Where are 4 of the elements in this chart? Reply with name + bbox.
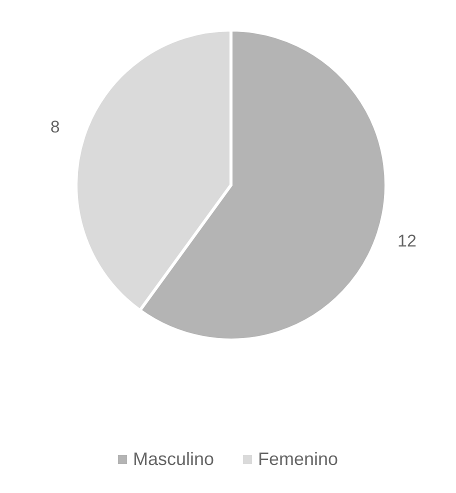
legend-label: Masculino <box>133 448 214 469</box>
data-label: 12 <box>397 232 416 251</box>
legend-label: Femenino <box>258 448 338 469</box>
data-label: 8 <box>50 117 60 136</box>
